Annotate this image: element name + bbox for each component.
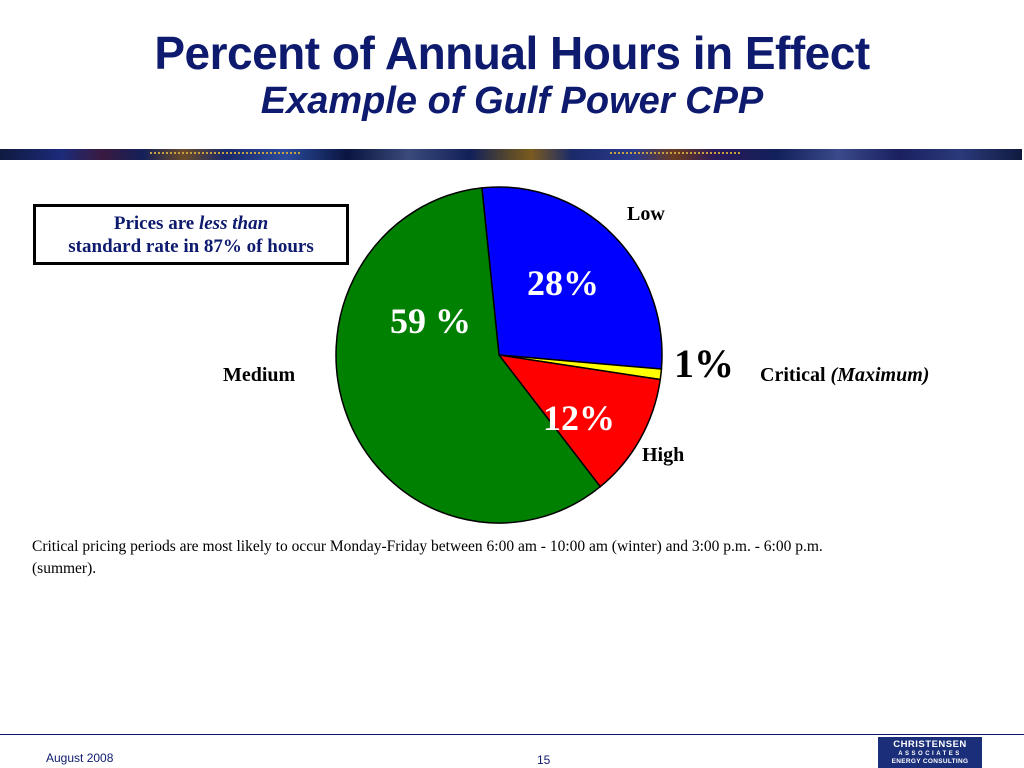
logo-line-1: CHRISTENSEN (893, 739, 967, 750)
slice-percent-high: 12% (543, 398, 615, 438)
slice-label-critical: Critical (Maximum) (760, 364, 929, 387)
footer-divider (0, 734, 1024, 735)
critical-label-note: (Maximum) (830, 364, 930, 386)
page-number: 15 (537, 753, 551, 767)
pie-slice-high (497, 353, 662, 488)
footnote: Critical pricing periods are most likely… (32, 538, 823, 577)
page-title: Percent of Annual Hours in Effect (154, 27, 870, 79)
callout-prefix: Prices are (113, 213, 195, 234)
decorative-banner (0, 149, 1022, 160)
slice-label-medium: Medium (223, 364, 296, 386)
logo-line-3: ENERGY CONSULTING (891, 758, 969, 765)
pie-slice-medium (335, 187, 602, 524)
footer-date: August 2008 (46, 751, 114, 765)
callout-emphasis: less than (198, 213, 269, 234)
company-logo: CHRISTENSEN ASSOCIATES ENERGY CONSULTING (878, 737, 982, 768)
banner-dots-left (150, 152, 300, 158)
critical-label-text: Critical (760, 364, 826, 386)
callout-box: Prices are less than standard rate in 87… (33, 204, 349, 265)
slice-percent-medium: 59 % (390, 301, 471, 341)
slice-percent-critical: 1% (674, 341, 734, 386)
slice-label-low: Low (627, 203, 665, 225)
logo-line-2: ASSOCIATES (898, 751, 962, 757)
pie-slice-low (481, 186, 663, 370)
slice-percent-low: 28% (527, 263, 599, 303)
callout-line-1: Prices are less than (36, 212, 346, 235)
callout-line-2: standard rate in 87% of hours (68, 236, 314, 257)
banner-dots-right (610, 152, 740, 158)
page-subtitle: Example of Gulf Power CPP (260, 80, 764, 122)
slice-label-high: High (642, 444, 685, 466)
